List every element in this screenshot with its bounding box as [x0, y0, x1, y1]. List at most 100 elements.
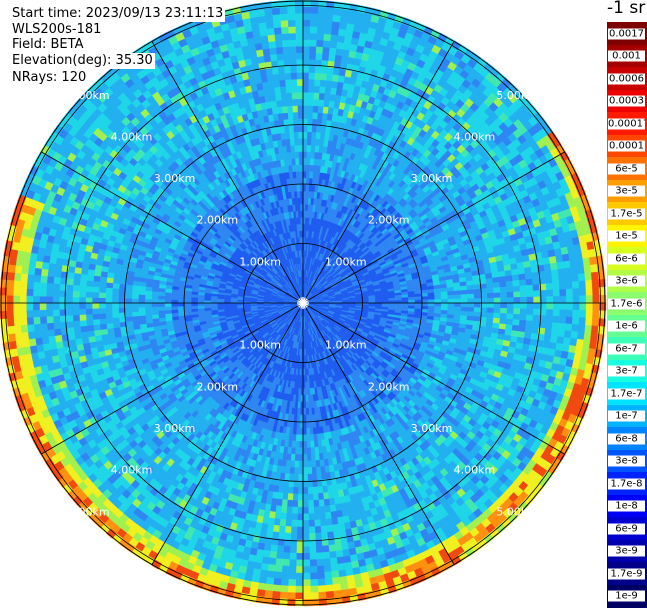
- ray-gate: [520, 291, 527, 297]
- ray-gate: [520, 285, 527, 291]
- ray-gate: [336, 48, 344, 56]
- ray-gate: [454, 291, 461, 296]
- ray-gate: [441, 295, 448, 299]
- ray-gate: [461, 290, 468, 295]
- ray-gate: [507, 314, 514, 320]
- ray-gate: [560, 289, 567, 296]
- ray-gate: [531, 266, 538, 273]
- ray-gate: [513, 280, 520, 286]
- ray-gate: [532, 272, 539, 279]
- ray-gate: [474, 298, 481, 303]
- ray-gate: [448, 299, 455, 303]
- ray-gate: [493, 318, 500, 324]
- ray-gate: [473, 280, 480, 285]
- ray-gate: [324, 93, 330, 100]
- ray-gate: [460, 286, 467, 291]
- ray-gate: [311, 7, 319, 14]
- ray-gate: [307, 145, 311, 152]
- ray-gate: [493, 282, 500, 288]
- ray-gate: [303, 191, 306, 198]
- ray-gate: [544, 264, 552, 271]
- ray-gate: [520, 303, 527, 309]
- ray-gate: [592, 318, 599, 326]
- ray-gate: [487, 288, 494, 293]
- ray-gate: [309, 86, 315, 93]
- ray-gate: [589, 341, 597, 350]
- ray-gate: [315, 66, 322, 73]
- ray-gate: [553, 316, 560, 323]
- ray-gate: [311, 152, 315, 159]
- ray-gate: [592, 288, 599, 296]
- ray-gate: [313, 106, 319, 113]
- ray-gate: [474, 303, 481, 308]
- ray-gate: [563, 261, 571, 269]
- ray-gate: [333, 15, 341, 22]
- ray-gate: [303, 105, 308, 112]
- ray-gate: [500, 287, 507, 293]
- ray-gate: [559, 316, 566, 323]
- ray-gate: [552, 323, 559, 330]
- ray-gate: [314, 79, 320, 86]
- ray-gate: [566, 289, 573, 296]
- ray-gate: [514, 297, 521, 303]
- ray-gate: [333, 8, 341, 16]
- ray-gate: [461, 311, 468, 316]
- ray-gate: [551, 329, 558, 336]
- ray-gate: [303, 184, 306, 191]
- ray-gate: [563, 337, 571, 345]
- ray-gate: [307, 158, 311, 165]
- ray-gate: [303, 40, 310, 47]
- ray-gate: [518, 268, 525, 275]
- ray-gate: [507, 298, 514, 304]
- ray-gate: [519, 280, 526, 286]
- ray-gate: [545, 329, 552, 336]
- ray-gate: [314, 93, 320, 100]
- ray-gate: [586, 295, 593, 303]
- ray-gate: [565, 324, 572, 332]
- ray-gate: [303, 171, 306, 178]
- ray-gate: [467, 285, 474, 290]
- ray-gate: [533, 309, 540, 315]
- ray-gate: [505, 324, 512, 330]
- ray-gate: [553, 310, 560, 317]
- ray-gate: [505, 276, 512, 282]
- ray-gate: [566, 303, 573, 310]
- ray-gate: [448, 311, 455, 315]
- ray-gate: [448, 291, 455, 295]
- ray-gate: [585, 280, 592, 288]
- ray-gate: [579, 288, 586, 296]
- ray-gate: [547, 303, 554, 310]
- ray-gate: [307, 132, 312, 139]
- ray-gate: [532, 321, 539, 328]
- ray-gate: [303, 46, 310, 53]
- ray-gate: [408, 300, 415, 303]
- ray-gate: [441, 292, 448, 296]
- ray-gate: [395, 298, 402, 301]
- ray-gate: [592, 311, 599, 319]
- ray-gate: [507, 287, 514, 293]
- ray-gate: [467, 307, 474, 312]
- ray-gate: [546, 290, 553, 297]
- ray-gate: [531, 333, 538, 340]
- ray-gate: [312, 125, 317, 132]
- ray-gate: [500, 313, 507, 319]
- ray-gate: [579, 318, 586, 326]
- ray-gate: [579, 281, 586, 289]
- ray-gate: [309, 73, 315, 80]
- ray-gate: [435, 299, 442, 303]
- ray-gate: [308, 99, 314, 106]
- ray-gate: [303, 99, 308, 106]
- ray-gate: [576, 339, 584, 347]
- ray-gate: [318, 7, 326, 14]
- ray-gate: [572, 274, 579, 282]
- ray-gate: [533, 291, 540, 297]
- ray-gate: [570, 338, 578, 346]
- ray-gate: [499, 276, 506, 282]
- ray-gate: [310, 33, 317, 40]
- ray-gate: [468, 303, 475, 308]
- ray-gate: [546, 316, 553, 323]
- ray-gate: [330, 41, 338, 48]
- ray-gate: [308, 125, 313, 132]
- ray-gate: [553, 290, 560, 297]
- ray-gate: [566, 282, 573, 289]
